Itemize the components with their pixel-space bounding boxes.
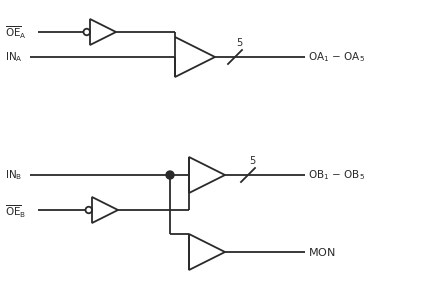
Text: $\mathsf{OA}_\mathsf{1}\ \mathsf{-}\ \mathsf{OA}_\mathsf{5}$: $\mathsf{OA}_\mathsf{1}\ \mathsf{-}\ \ma… — [308, 50, 365, 64]
Text: $\overline{\mathsf{OE}}_\mathsf{B}$: $\overline{\mathsf{OE}}_\mathsf{B}$ — [5, 204, 26, 220]
Text: $\overline{\mathsf{OE}}_\mathsf{A}$: $\overline{\mathsf{OE}}_\mathsf{A}$ — [5, 25, 27, 41]
Circle shape — [166, 171, 174, 179]
Text: $\mathsf{OB}_\mathsf{1}\ \mathsf{-}\ \mathsf{OB}_\mathsf{5}$: $\mathsf{OB}_\mathsf{1}\ \mathsf{-}\ \ma… — [308, 168, 365, 182]
Text: $\mathsf{IN}_\mathsf{A}$: $\mathsf{IN}_\mathsf{A}$ — [5, 50, 23, 64]
Text: $\mathsf{IN}_\mathsf{B}$: $\mathsf{IN}_\mathsf{B}$ — [5, 168, 22, 182]
Text: $\mathsf{MON}$: $\mathsf{MON}$ — [308, 246, 336, 258]
Text: 5: 5 — [249, 156, 255, 166]
Text: 5: 5 — [236, 38, 242, 48]
